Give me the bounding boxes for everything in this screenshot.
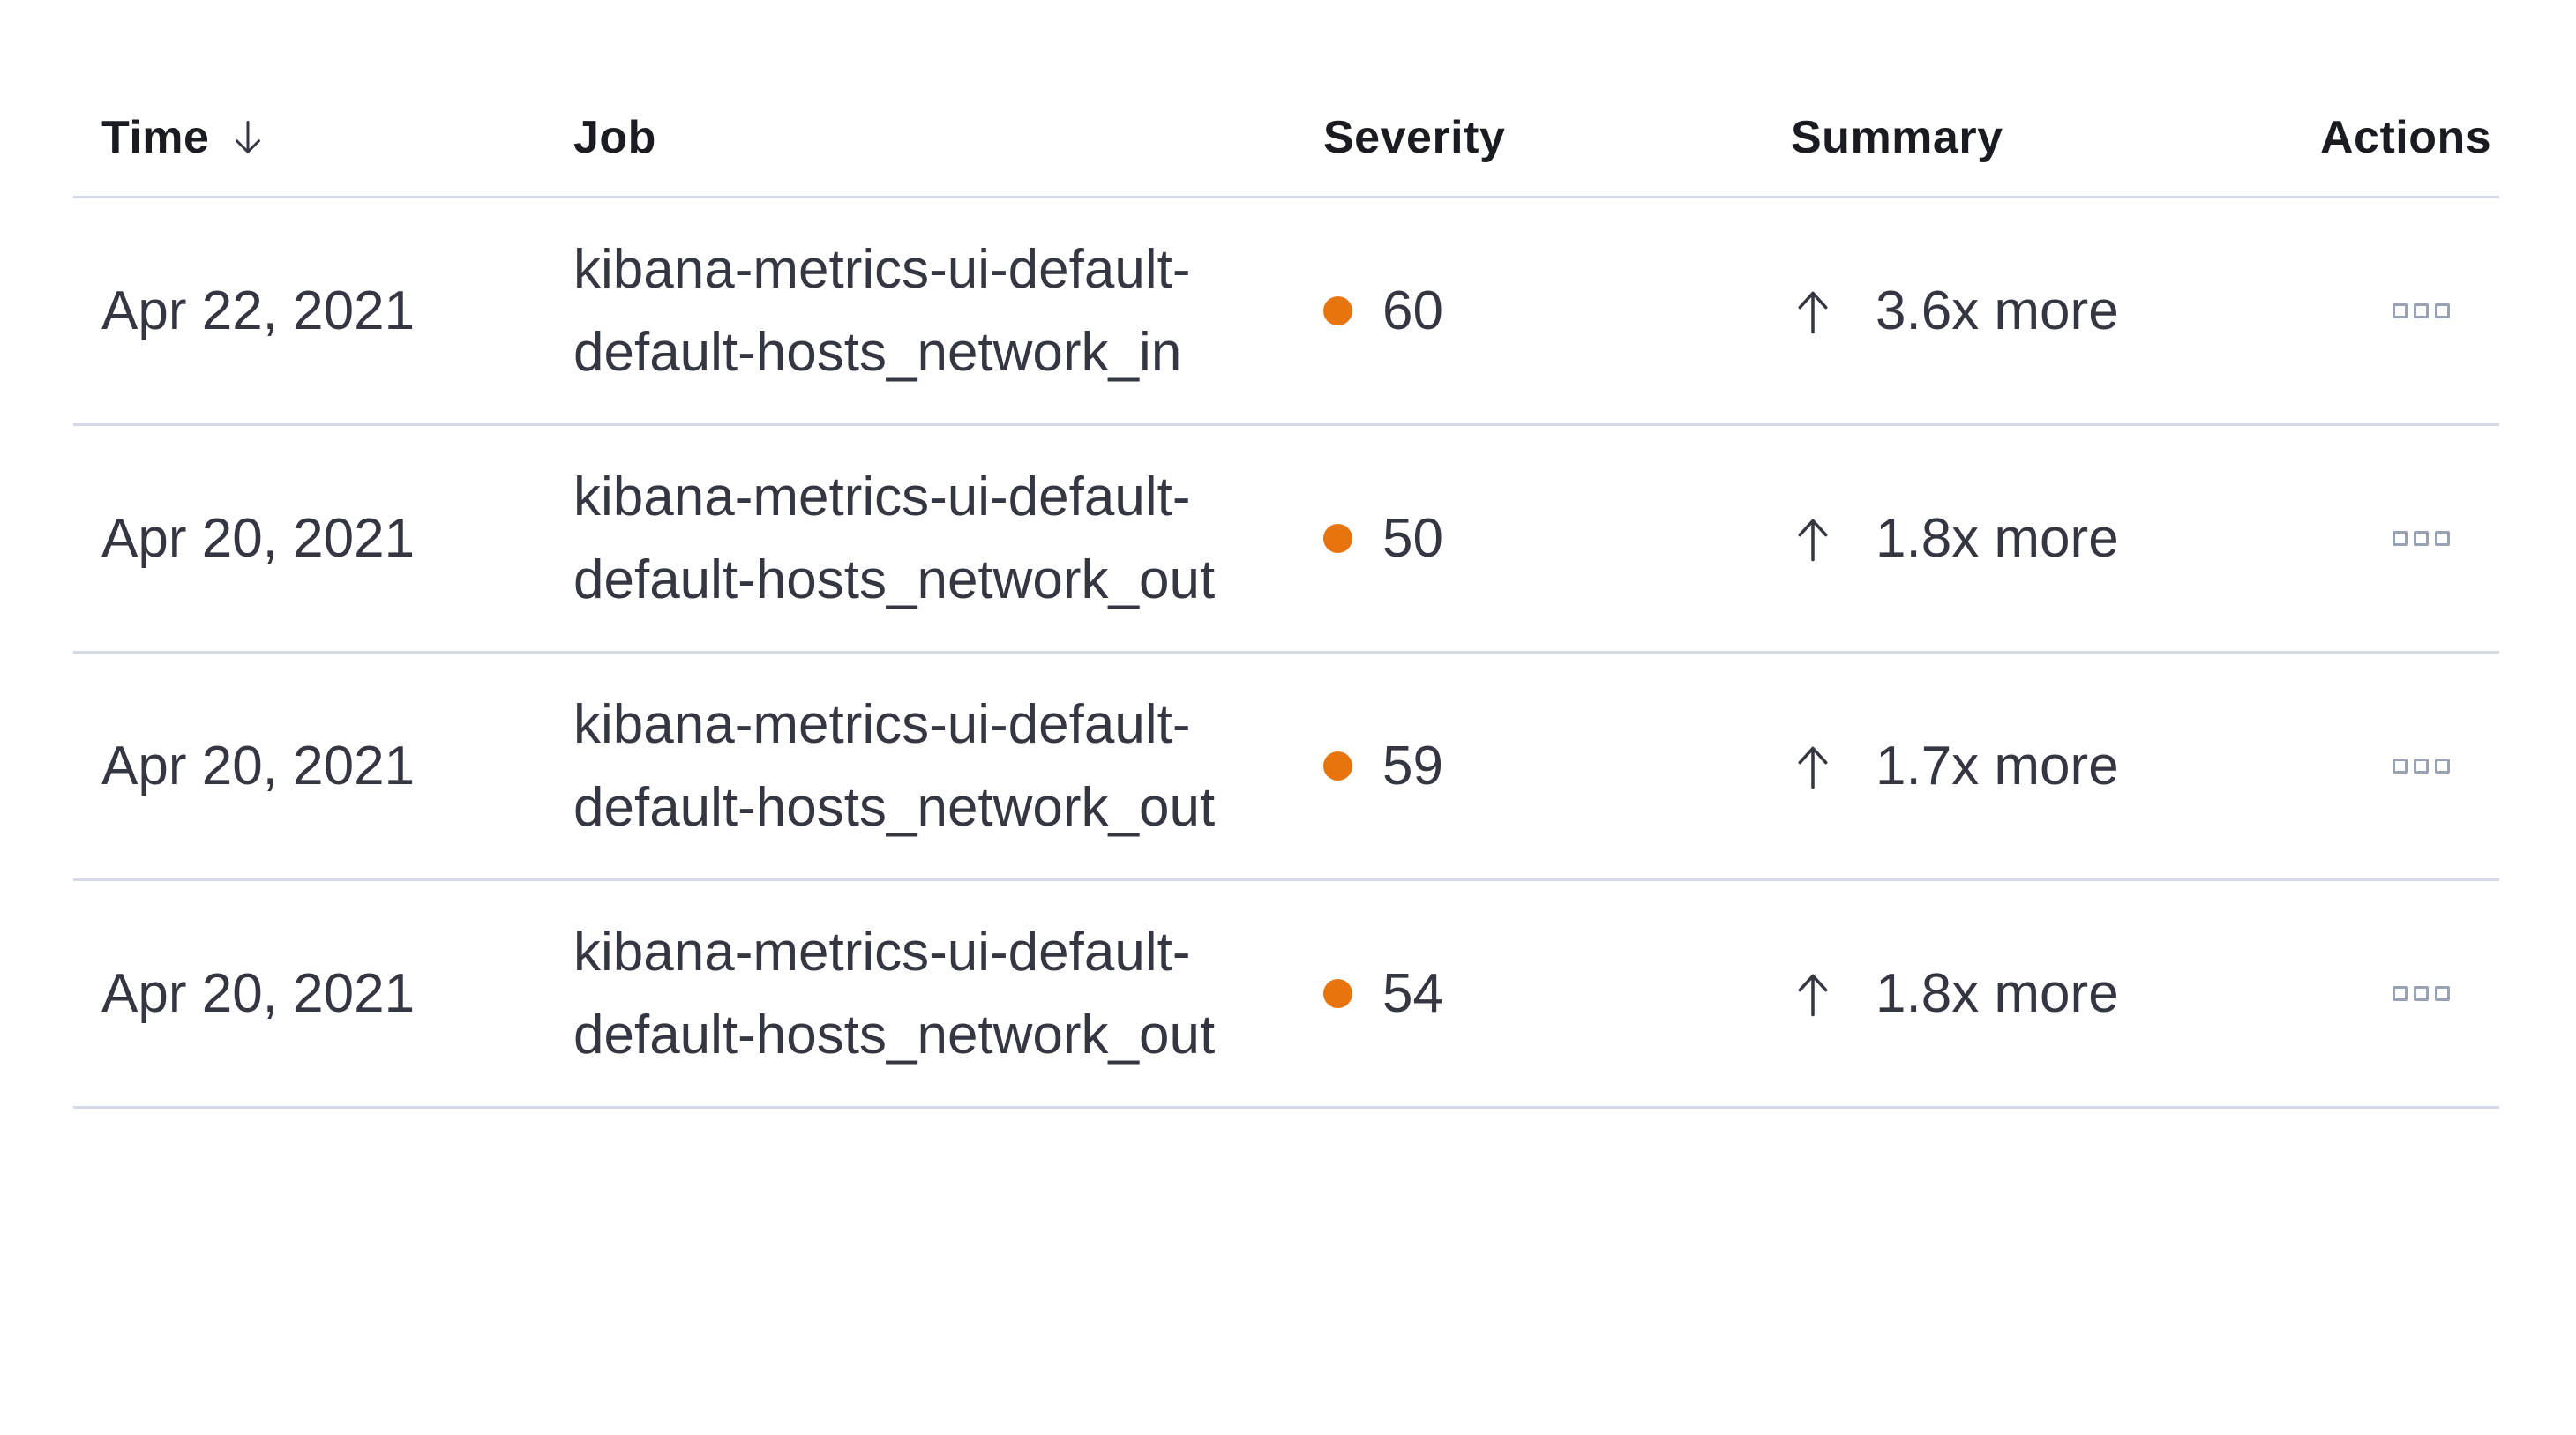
cell-time: Apr 20, 2021 (73, 953, 545, 1035)
cell-job: kibana-metrics-ui-default-default-hosts_… (545, 228, 1295, 394)
sort-descending-arrow-icon (230, 117, 266, 158)
severity-dot-icon (1323, 751, 1352, 781)
column-header-summary-label: Summary (1791, 112, 2003, 163)
severity-dot-icon (1323, 524, 1352, 553)
column-header-severity[interactable]: Severity (1295, 111, 1763, 164)
cell-summary: 3.6x more (1763, 270, 2292, 353)
row-actions-button[interactable] (2387, 753, 2455, 779)
cell-actions (2292, 526, 2499, 551)
boxes-horizontal-icon (2393, 531, 2450, 546)
column-header-actions: Actions (2292, 111, 2509, 164)
cell-job: kibana-metrics-ui-default-default-hosts_… (545, 911, 1295, 1077)
summary-text: 1.7x more (1876, 735, 2119, 796)
column-header-severity-label: Severity (1323, 112, 1506, 163)
severity-score: 59 (1382, 735, 1443, 796)
arrow-up-icon (1791, 742, 1835, 791)
cell-time: Apr 20, 2021 (73, 725, 545, 808)
severity-score: 50 (1382, 507, 1443, 569)
cell-time: Apr 20, 2021 (73, 497, 545, 580)
table-row: Apr 22, 2021 kibana-metrics-ui-default-d… (73, 198, 2499, 426)
row-actions-button[interactable] (2387, 981, 2455, 1006)
job-id: kibana-metrics-ui-default-default-hosts_… (573, 921, 1216, 1065)
summary-text: 3.6x more (1876, 280, 2119, 341)
job-id: kibana-metrics-ui-default-default-hosts_… (573, 693, 1216, 838)
anomaly-time: Apr 20, 2021 (101, 962, 416, 1024)
arrow-up-icon (1791, 514, 1835, 564)
column-header-summary[interactable]: Summary (1763, 111, 2292, 164)
summary-text: 1.8x more (1876, 962, 2119, 1024)
summary-text: 1.8x more (1876, 507, 2119, 569)
boxes-horizontal-icon (2393, 986, 2450, 1001)
table-row: Apr 20, 2021 kibana-metrics-ui-default-d… (73, 654, 2499, 881)
anomaly-time: Apr 22, 2021 (101, 280, 416, 341)
anomalies-table: Time Job Severity Summary Actions Apr 22… (73, 79, 2499, 1109)
column-header-actions-label: Actions (2320, 112, 2492, 163)
cell-severity: 54 (1295, 953, 1763, 1035)
table-row: Apr 20, 2021 kibana-metrics-ui-default-d… (73, 881, 2499, 1109)
boxes-horizontal-icon (2393, 759, 2450, 774)
cell-severity: 59 (1295, 725, 1763, 808)
table-row: Apr 20, 2021 kibana-metrics-ui-default-d… (73, 426, 2499, 654)
cell-actions (2292, 298, 2499, 324)
cell-job: kibana-metrics-ui-default-default-hosts_… (545, 456, 1295, 622)
boxes-horizontal-icon (2393, 303, 2450, 318)
cell-summary: 1.8x more (1763, 953, 2292, 1035)
severity-dot-icon (1323, 296, 1352, 325)
arrow-up-icon (1791, 969, 1835, 1019)
anomaly-time: Apr 20, 2021 (101, 735, 416, 796)
cell-time: Apr 22, 2021 (73, 270, 545, 353)
severity-score: 60 (1382, 280, 1443, 341)
cell-severity: 50 (1295, 497, 1763, 580)
cell-actions (2292, 981, 2499, 1006)
severity-score: 54 (1382, 962, 1443, 1024)
column-header-time-label: Time (101, 112, 210, 163)
table-header-row: Time Job Severity Summary Actions (73, 79, 2499, 198)
arrow-up-icon (1791, 287, 1835, 336)
cell-severity: 60 (1295, 270, 1763, 353)
row-actions-button[interactable] (2387, 526, 2455, 551)
column-header-job[interactable]: Job (545, 111, 1295, 164)
cell-job: kibana-metrics-ui-default-default-hosts_… (545, 684, 1295, 849)
job-id: kibana-metrics-ui-default-default-hosts_… (573, 238, 1191, 383)
column-header-time[interactable]: Time (73, 111, 545, 164)
column-header-job-label: Job (573, 112, 656, 163)
cell-summary: 1.7x more (1763, 725, 2292, 808)
cell-actions (2292, 753, 2499, 779)
cell-summary: 1.8x more (1763, 497, 2292, 580)
anomaly-time: Apr 20, 2021 (101, 507, 416, 569)
row-actions-button[interactable] (2387, 298, 2455, 324)
severity-dot-icon (1323, 979, 1352, 1008)
job-id: kibana-metrics-ui-default-default-hosts_… (573, 466, 1216, 610)
